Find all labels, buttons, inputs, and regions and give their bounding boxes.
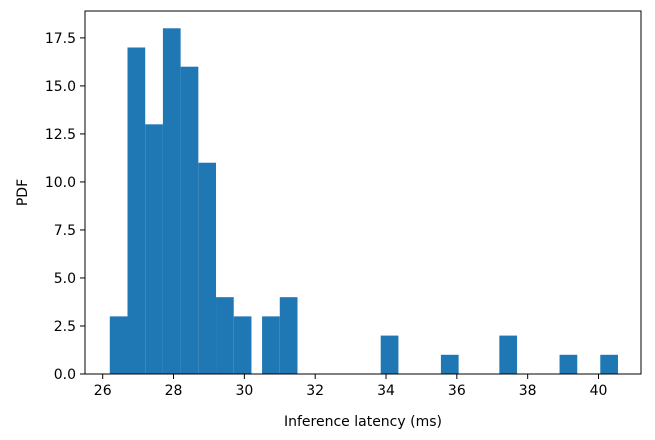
y-tick-label: 0.0	[54, 367, 76, 383]
x-tick-label: 30	[235, 383, 253, 399]
histogram-bar	[127, 47, 146, 374]
y-tick-label: 2.5	[54, 319, 76, 335]
histogram-bar	[145, 124, 163, 374]
x-tick-label: 34	[377, 383, 395, 399]
y-tick-label: 12.5	[45, 127, 76, 143]
histogram-bar	[499, 335, 518, 374]
histogram-bar	[180, 66, 199, 374]
x-tick-label: 32	[306, 383, 324, 399]
histogram-bar	[109, 316, 128, 374]
histogram-bar	[262, 316, 280, 374]
y-tick-label: 15.0	[45, 79, 76, 95]
y-tick-label: 5.0	[54, 271, 76, 287]
histogram-bar	[198, 162, 217, 374]
histogram-bar	[162, 28, 181, 375]
bars-group	[109, 28, 618, 375]
y-tick-label: 17.5	[45, 31, 76, 47]
plot-frame	[84, 10, 642, 375]
histogram-bar	[559, 354, 578, 374]
histogram-bar	[380, 335, 399, 374]
histogram-bar	[600, 354, 618, 374]
histogram-bar	[233, 316, 252, 374]
y-tick-label: 7.5	[54, 223, 76, 239]
x-tick-label: 40	[590, 383, 608, 399]
x-axis-label: Inference latency (ms)	[284, 414, 442, 430]
histogram-bar	[216, 297, 234, 374]
x-tick-label: 36	[448, 383, 466, 399]
y-axis: 0.0 2.5 5.0 7.5 10.0 12.5 15.0 17.5	[45, 31, 85, 383]
histogram-bar	[279, 297, 298, 374]
x-tick-label: 26	[94, 383, 112, 399]
x-tick-label: 38	[519, 383, 537, 399]
x-axis: 26 28 30 32 34 36 38 40	[94, 374, 608, 399]
y-tick-label: 10.0	[45, 175, 76, 191]
x-tick-label: 28	[165, 383, 183, 399]
histogram-bar	[440, 354, 459, 374]
y-axis-label: PDF	[15, 179, 31, 206]
